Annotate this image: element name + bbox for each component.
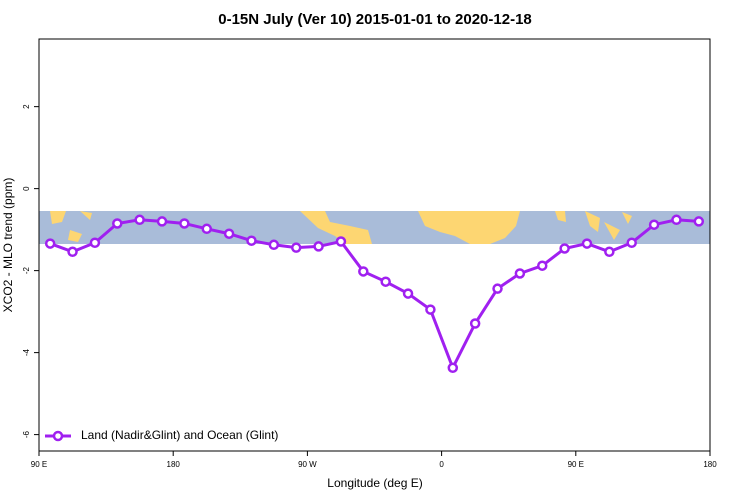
point — [402, 288, 414, 299]
point — [335, 236, 347, 247]
point — [179, 218, 190, 229]
point — [425, 304, 436, 315]
point — [290, 242, 302, 253]
point — [134, 214, 145, 226]
point — [604, 246, 615, 258]
chart-title: 0-15N July (Ver 10) 2015-01-01 to 2020-1… — [218, 11, 532, 28]
point — [112, 218, 123, 229]
y-tick-label: -2 — [22, 267, 31, 275]
plot-frame — [38, 38, 711, 452]
point — [380, 276, 391, 287]
point — [89, 237, 101, 248]
point — [626, 237, 637, 248]
legend-marker — [52, 430, 64, 442]
point — [358, 266, 369, 277]
land — [418, 211, 520, 244]
point — [559, 243, 570, 254]
point — [671, 214, 682, 226]
y-tick-label: 0 — [22, 186, 31, 191]
map-band — [39, 211, 710, 244]
y-tick-label: 2 — [22, 104, 31, 109]
point — [223, 228, 235, 239]
y-tick-label: -6 — [22, 431, 31, 439]
x-tick-label: 180 — [703, 460, 717, 469]
point — [581, 238, 593, 249]
point — [313, 241, 324, 252]
land — [50, 211, 92, 242]
point — [514, 268, 526, 279]
point — [156, 216, 168, 227]
x-tick-label: 90 E — [31, 460, 47, 469]
point — [67, 246, 78, 258]
land — [300, 211, 372, 244]
point — [44, 238, 56, 249]
point — [469, 318, 481, 329]
point — [447, 362, 459, 374]
x-axis-label: Longitude (deg E) — [327, 476, 422, 490]
y-tick-label: -4 — [22, 349, 31, 357]
point — [201, 223, 212, 235]
point — [693, 216, 705, 227]
point — [648, 219, 660, 230]
x-tick-label: 90 E — [568, 460, 584, 469]
land — [555, 211, 632, 240]
point — [492, 283, 503, 294]
x-tick-label: 90 W — [298, 460, 317, 469]
point — [268, 239, 280, 251]
point — [537, 260, 548, 271]
legend-label: Land (Nadir&Glint) and Ocean (Glint) — [81, 428, 278, 442]
y-axis-label: XCO2 - MLO trend (ppm) — [1, 178, 15, 313]
x-tick-label: 180 — [167, 460, 181, 469]
point — [246, 235, 257, 246]
x-tick-label: 0 — [439, 460, 444, 469]
